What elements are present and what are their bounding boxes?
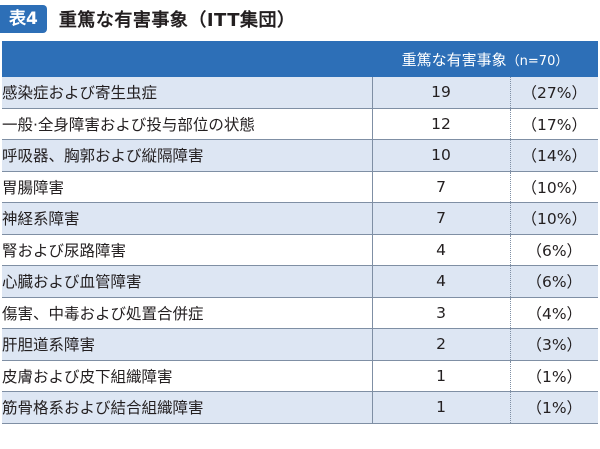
table-row: 傷害、中毒および処置合併症 3 （4%） xyxy=(2,297,599,329)
table-row: 筋骨格系および結合組織障害 1 （1%） xyxy=(2,391,599,424)
table-row: 感染症および寄生虫症 19 （27%） xyxy=(2,77,599,109)
event-count-cell: 4 xyxy=(371,265,510,298)
event-name-cell: 傷害、中毒および処置合併症 xyxy=(2,297,372,329)
table-row: 心臓および血管障害 4 （6%） xyxy=(2,265,599,298)
event-count-cell: 12 xyxy=(371,108,510,140)
event-name-cell: 皮膚および皮下組織障害 xyxy=(2,360,372,392)
header-blank-cell xyxy=(2,41,372,77)
event-count-cell: 19 xyxy=(371,77,510,109)
event-percent-cell: （1%） xyxy=(509,360,599,392)
event-count-cell: 7 xyxy=(371,202,510,235)
event-count-cell: 4 xyxy=(371,234,510,266)
event-count-cell: 3 xyxy=(371,297,510,329)
event-percent-cell: （14%） xyxy=(509,139,599,172)
table-title-bar: 表4 重篤な有害事象（ITT集団） xyxy=(0,0,600,37)
table-row: 皮膚および皮下組織障害 1 （1%） xyxy=(2,360,599,392)
event-percent-cell: （6%） xyxy=(509,265,599,298)
event-percent-cell: （3%） xyxy=(509,328,599,361)
event-count-cell: 1 xyxy=(371,360,510,392)
table-row: 肝胆道系障害 2 （3%） xyxy=(2,328,599,361)
event-percent-cell: （10%） xyxy=(509,171,599,203)
table-row: 神経系障害 7 （10%） xyxy=(2,202,599,235)
event-name-cell: 腎および尿路障害 xyxy=(2,234,372,266)
event-percent-cell: （10%） xyxy=(509,202,599,235)
event-name-cell: 肝胆道系障害 xyxy=(2,328,372,361)
event-count-cell: 10 xyxy=(371,139,510,172)
event-name-cell: 心臓および血管障害 xyxy=(2,265,372,298)
event-name-cell: 筋骨格系および結合組織障害 xyxy=(2,391,372,424)
event-name-cell: 呼吸器、胸郭および縦隔障害 xyxy=(2,139,372,172)
event-count-cell: 2 xyxy=(371,328,510,361)
event-percent-cell: （6%） xyxy=(509,234,599,266)
event-percent-cell: （4%） xyxy=(509,297,599,329)
event-name-cell: 神経系障害 xyxy=(2,202,372,235)
event-percent-cell: （27%） xyxy=(509,77,599,109)
table-row: 胃腸障害 7 （10%） xyxy=(2,171,599,203)
table-row: 一般·全身障害および投与部位の状態 12 （17%） xyxy=(2,108,599,140)
header-n-count: （n=70） xyxy=(506,53,569,69)
event-count-cell: 1 xyxy=(371,391,510,424)
table-row: 呼吸器、胸郭および縦隔障害 10 （14%） xyxy=(2,139,599,172)
table-header-row: 重篤な有害事象（n=70） xyxy=(2,41,599,77)
event-percent-cell: （1%） xyxy=(509,391,599,424)
table-row: 腎および尿路障害 4 （6%） xyxy=(2,234,599,266)
adverse-events-table: 重篤な有害事象（n=70） 感染症および寄生虫症 19 （27%） 一般·全身障害およ… xyxy=(2,41,599,424)
table-title: 重篤な有害事象（ITT集団） xyxy=(58,9,296,31)
header-column-text: 重篤な有害事象 xyxy=(401,50,507,69)
event-name-cell: 胃腸障害 xyxy=(2,171,372,203)
event-name-cell: 一般·全身障害および投与部位の状態 xyxy=(2,108,372,140)
event-percent-cell: （17%） xyxy=(509,108,599,140)
event-count-cell: 7 xyxy=(371,171,510,203)
header-column-label: 重篤な有害事象（n=70） xyxy=(372,41,599,77)
table-number-badge: 表4 xyxy=(0,4,47,33)
event-name-cell: 感染症および寄生虫症 xyxy=(2,77,372,109)
